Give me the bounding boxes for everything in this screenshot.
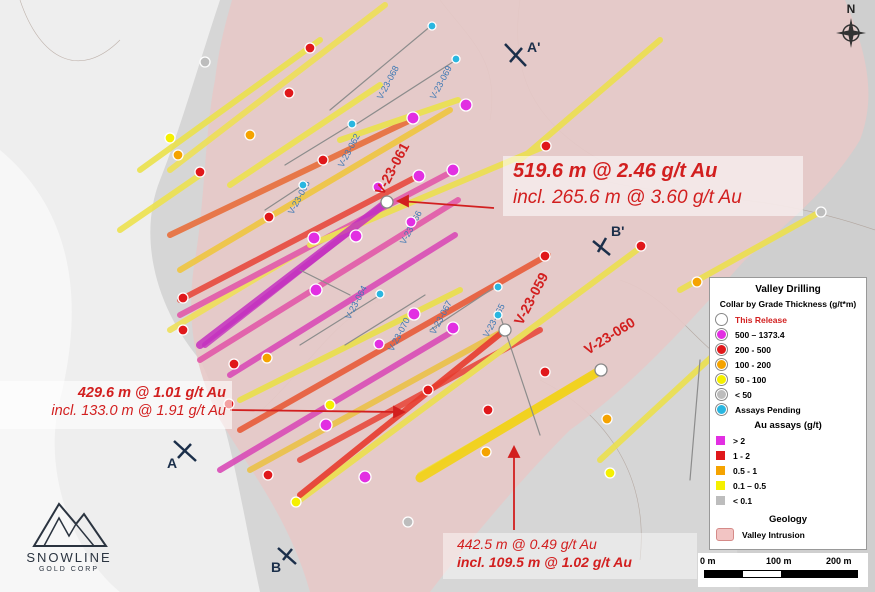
collar-this-release [380,195,608,377]
legend-label: 200 - 500 [735,344,771,355]
logo-corp: GOLD CORP [38,566,99,573]
section-label: A [167,455,177,471]
legend-label: 0.5 - 1 [733,465,758,476]
collar-swatch [716,344,727,355]
legend-label: 500 – 1373.4 [735,329,785,340]
legend-collar-item: This Release [710,312,866,327]
legend-label: < 0.1 [733,495,753,506]
legend-assay-list: > 2 1 - 2 0.5 - 1 0.1 – 0.5 < 0.1 [710,433,866,508]
legend: Valley Drilling Collar by Grade Thicknes… [709,277,867,550]
collar-swatch [716,359,727,370]
callout-v23-059: 429.6 m @ 1.01 g/t Au incl. 133.0 m @ 1.… [0,381,232,429]
legend-label: 1 - 2 [733,450,751,461]
assay-swatch [716,451,725,460]
scale-label: 0 m [700,556,716,566]
legend-assay-item: 0.5 - 1 [710,463,866,478]
legend-geology-title: Geology [768,514,807,525]
legend-collar-item: 50 - 100 [710,372,866,387]
legend-collar-item: Assays Pending [710,402,866,417]
scale-bar: 0 m 100 m 200 m [698,553,868,587]
section-label: B [271,559,281,575]
intrusion-swatch [716,528,734,541]
north-arrow: N [834,2,868,52]
legend-assay-item: < 0.1 [710,493,866,508]
callout-main: 429.6 m @ 1.01 g/t Au [77,385,226,401]
north-label: N [846,2,856,16]
legend-label: > 2 [733,435,746,446]
legend-collar-item: < 50 [710,387,866,402]
collar-swatch [716,374,727,385]
legend-assay-title: Au assays (g/t) [754,420,822,431]
callout-sub: incl. 133.0 m @ 1.91 g/t Au [51,403,226,419]
legend-title: Valley Drilling [755,284,821,295]
legend-collar-item: 500 – 1373.4 [710,327,866,342]
assay-swatch [716,481,725,490]
collar-magenta [307,98,473,484]
collar-swatch [716,314,727,325]
legend-collar-list: This Release 500 – 1373.4 200 - 500 100 - 2… [710,312,866,417]
legend-collar-item: 200 - 500 [710,342,866,357]
callout-v23-060: 442.5 m @ 0.49 g/t Au incl. 109.5 m @ 1.… [443,533,697,579]
legend-label: Valley Intrusion [742,529,805,540]
section-label: A' [527,39,540,55]
legend-collar-item: 100 - 200 [710,357,866,372]
collar-swatch [716,404,727,415]
collar-swatch [716,389,727,400]
collar-orange [172,129,703,458]
assay-swatch [716,496,725,505]
legend-geology-item: Valley Intrusion [710,527,866,542]
legend-label: 0.1 – 0.5 [733,480,767,491]
collar-pending [298,21,503,320]
scale-label: 100 m [766,556,792,566]
assay-swatch [716,436,725,445]
legend-assay-item: 1 - 2 [710,448,866,463]
scale-label: 200 m [826,556,852,566]
collar-yellow [164,132,616,508]
legend-assay-item: 0.1 – 0.5 [710,478,866,493]
legend-label: < 50 [735,389,752,400]
assay-swatch [716,466,725,475]
legend-label: 50 - 100 [735,374,767,385]
snowline-logo: SNOWLINE GOLD CORP [14,496,124,586]
legend-assay-item: > 2 [710,433,866,448]
compass-icon [836,18,866,48]
legend-label: Assays Pending [735,404,801,415]
legend-collar-title: Collar by Grade Thickness (g/t*m) [719,299,857,309]
legend-label: This Release [735,314,787,325]
mountain-logo-icon [32,502,108,547]
legend-label: 100 - 200 [735,359,771,370]
callout-sub: incl. 265.6 m @ 3.60 g/t Au [513,187,742,208]
scale-bar-graphic [704,570,858,578]
collar-swatch [716,329,727,340]
callout-sub: incl. 109.5 m @ 1.02 g/t Au [457,554,632,570]
callout-v23-061: 519.6 m @ 2.46 g/t Au incl. 265.6 m @ 3.… [503,156,803,216]
section-label: B' [611,223,624,239]
callout-main: 519.6 m @ 2.46 g/t Au [513,160,718,182]
logo-name: SNOWLINE [26,550,112,565]
callout-main: 442.5 m @ 0.49 g/t Au [457,536,597,552]
